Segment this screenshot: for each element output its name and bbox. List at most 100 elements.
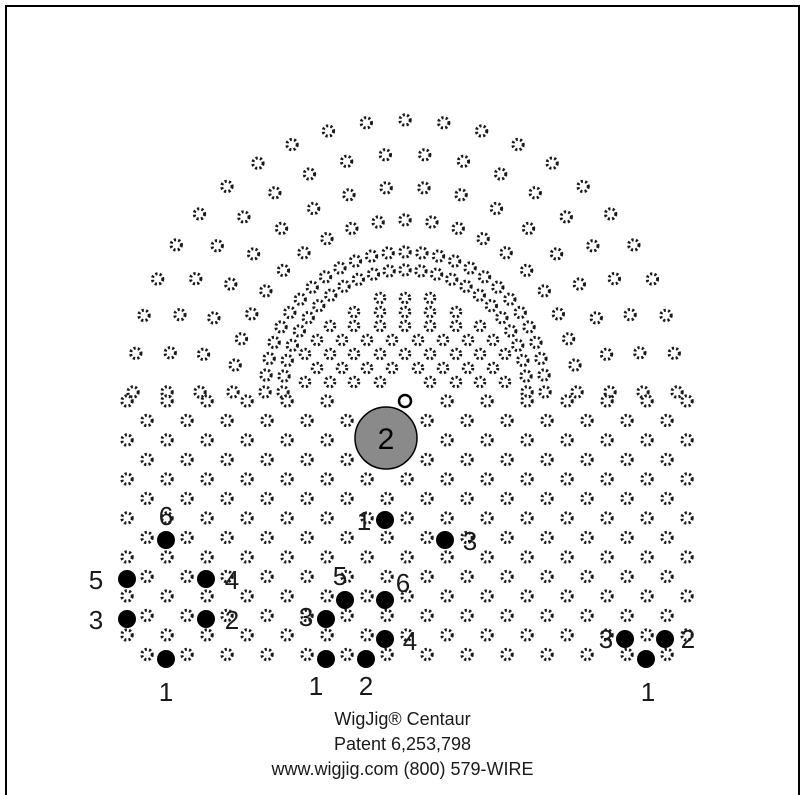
jig-hole — [440, 628, 454, 642]
jig-hole — [140, 530, 154, 545]
jig-hole — [302, 167, 317, 181]
peg-number-label: 3 — [89, 605, 103, 635]
jig-hole — [320, 511, 334, 525]
jig-hole — [240, 472, 254, 486]
jig-hole — [364, 249, 379, 263]
peg-number-label: 4 — [403, 626, 417, 656]
jig-hole — [480, 433, 494, 447]
jig-hole — [540, 530, 554, 545]
wire-peg — [118, 570, 136, 588]
jig-hole — [140, 413, 154, 428]
jig-hole — [280, 394, 294, 408]
jig-hole — [360, 361, 374, 375]
jig-hole — [169, 238, 183, 252]
jig-hole — [560, 550, 574, 564]
peg-number-label: 5 — [333, 561, 347, 591]
jig-hole — [440, 550, 454, 564]
jig-hole — [545, 156, 559, 170]
jig-hole — [360, 628, 374, 642]
jig-hole — [420, 608, 434, 623]
jig-hole — [600, 589, 614, 603]
jig-hole — [411, 333, 425, 347]
jig-hole — [360, 589, 374, 603]
jig-hole — [461, 361, 475, 375]
jig-hole — [320, 628, 334, 642]
jig-hole — [449, 375, 463, 389]
jig-hole — [500, 647, 514, 662]
jig-hole — [580, 530, 594, 545]
jig-hole — [480, 511, 494, 525]
jig-hole — [160, 550, 174, 564]
wire-peg — [157, 531, 175, 549]
jig-hole — [440, 433, 454, 447]
jig-hole — [560, 394, 574, 408]
jig-hole — [262, 351, 276, 366]
jig-hole — [382, 264, 396, 278]
jig-hole — [620, 491, 634, 506]
jig-hole — [437, 116, 451, 130]
jig-hole — [463, 261, 477, 275]
jig-hole — [680, 628, 694, 642]
jig-hole — [680, 394, 694, 408]
jig-hole — [220, 608, 234, 623]
jig-hole — [320, 394, 334, 408]
peg-number-label: 1 — [641, 677, 655, 707]
jig-hole — [180, 608, 194, 623]
jig-hole — [300, 491, 314, 506]
jig-hole — [400, 472, 414, 486]
jig-hole — [620, 413, 634, 428]
jig-hole — [603, 385, 617, 399]
jig-hole — [312, 299, 326, 313]
jig-hole — [276, 263, 291, 278]
jig-hole — [129, 346, 143, 360]
jig-hole — [220, 452, 234, 467]
jig-hole — [680, 472, 694, 486]
jig-hole — [513, 305, 527, 320]
jig-hole — [340, 569, 354, 584]
jig-hole — [277, 369, 291, 383]
peg-number-label: 3 — [599, 624, 613, 654]
jig-hole — [500, 491, 514, 506]
jig-hole — [335, 333, 349, 347]
jig-hole — [398, 319, 412, 333]
jig-hole — [120, 589, 134, 603]
jig-hole — [520, 433, 534, 447]
jig-hole — [310, 361, 324, 375]
jig-hole — [300, 569, 314, 584]
jig-hole — [680, 433, 694, 447]
jig-hole — [280, 353, 294, 368]
jig-hole — [400, 511, 414, 525]
jig-hole — [659, 308, 673, 323]
jig-hole — [260, 413, 274, 428]
jig-hole — [340, 608, 354, 623]
jig-hole — [620, 530, 634, 545]
jig-hole — [373, 291, 387, 305]
jig-hole — [366, 267, 381, 281]
jig-hole — [220, 569, 234, 584]
jig-hole — [280, 433, 294, 447]
jig-hole — [398, 305, 412, 319]
jig-hole — [228, 358, 242, 372]
wire-peg — [197, 570, 215, 588]
jig-hole — [140, 647, 154, 662]
jig-hole — [537, 368, 551, 382]
jig-hole — [522, 320, 536, 334]
jig-hole — [476, 232, 490, 246]
jig-hole — [500, 569, 514, 584]
jig-hole — [371, 215, 385, 229]
jig-hole — [240, 511, 254, 525]
jig-hole — [449, 305, 463, 319]
jig-hole — [489, 201, 504, 216]
jig-hole — [538, 385, 552, 399]
jig-hole — [180, 647, 194, 662]
jig-hole — [480, 589, 494, 603]
jig-hole — [345, 221, 359, 236]
jig-hole — [460, 608, 474, 623]
jig-hole — [373, 319, 387, 333]
wire-peg — [637, 650, 655, 668]
jig-hole — [259, 284, 273, 298]
jig-hole — [499, 246, 513, 260]
jig-hole — [251, 156, 265, 170]
jig-hole — [680, 550, 694, 564]
jig-hole — [320, 472, 334, 486]
